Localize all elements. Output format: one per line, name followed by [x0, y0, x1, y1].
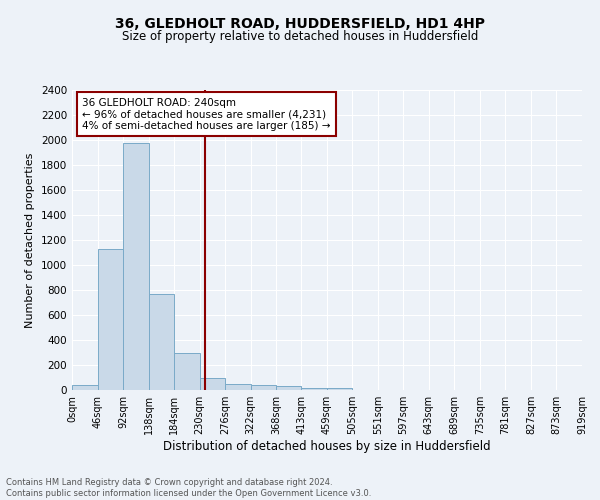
Bar [251, 385, 276, 390]
Text: Contains HM Land Registry data © Crown copyright and database right 2024.
Contai: Contains HM Land Registry data © Crown c… [6, 478, 371, 498]
Bar [98, 248, 123, 390]
Bar [72, 385, 98, 390]
Bar [174, 352, 200, 390]
Text: Size of property relative to detached houses in Huddersfield: Size of property relative to detached ho… [122, 30, 478, 43]
Bar [225, 384, 251, 390]
Text: 36 GLEDHOLT ROAD: 240sqm
← 96% of detached houses are smaller (4,231)
4% of semi: 36 GLEDHOLT ROAD: 240sqm ← 96% of detach… [82, 98, 331, 130]
Bar [200, 378, 225, 390]
Bar [149, 294, 174, 390]
Bar [301, 388, 327, 390]
Text: 36, GLEDHOLT ROAD, HUDDERSFIELD, HD1 4HP: 36, GLEDHOLT ROAD, HUDDERSFIELD, HD1 4HP [115, 18, 485, 32]
X-axis label: Distribution of detached houses by size in Huddersfield: Distribution of detached houses by size … [163, 440, 491, 453]
Bar [276, 386, 301, 390]
Bar [123, 142, 149, 390]
Bar [327, 388, 352, 390]
Y-axis label: Number of detached properties: Number of detached properties [25, 152, 35, 328]
